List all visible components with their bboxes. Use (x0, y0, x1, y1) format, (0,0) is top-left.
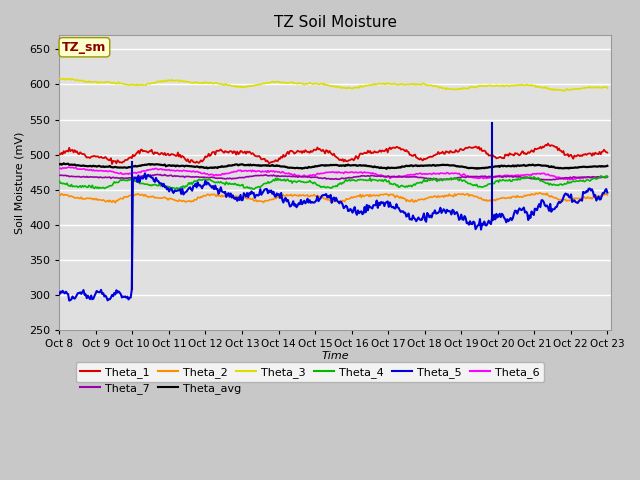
Text: TZ_sm: TZ_sm (62, 41, 107, 54)
Legend: Theta_7, Theta_avg: Theta_7, Theta_avg (76, 379, 246, 398)
X-axis label: Time: Time (321, 350, 349, 360)
Y-axis label: Soil Moisture (mV): Soil Moisture (mV) (15, 132, 25, 234)
Title: TZ Soil Moisture: TZ Soil Moisture (274, 15, 397, 30)
